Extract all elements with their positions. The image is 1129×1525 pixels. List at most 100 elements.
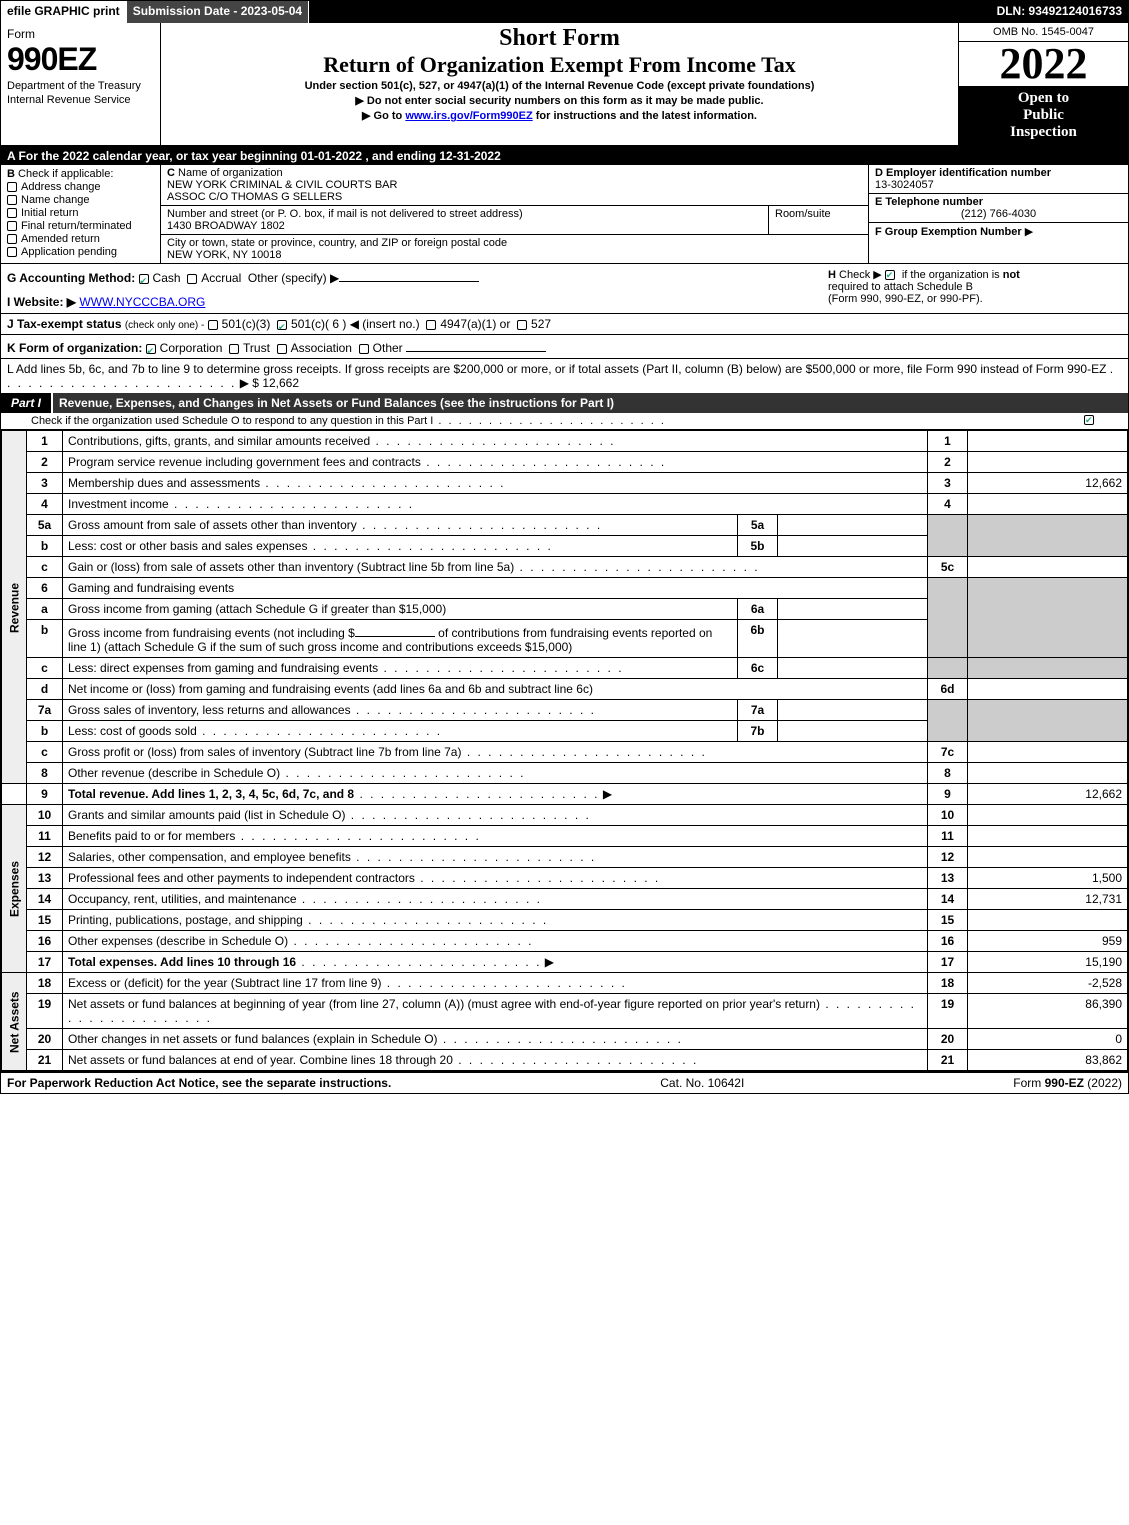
section-def: D Employer identification number 13-3024… xyxy=(868,165,1128,263)
f-group: F Group Exemption Number ▶ xyxy=(869,223,1128,240)
irs-link[interactable]: www.irs.gov/Form990EZ xyxy=(405,110,532,122)
chk-527[interactable] xyxy=(517,320,527,330)
chk-association[interactable] xyxy=(277,344,287,354)
chk-address-change[interactable]: Address change xyxy=(7,181,154,193)
chk-application-pending[interactable]: Application pending xyxy=(7,246,154,258)
ln-19: 19 xyxy=(27,994,63,1029)
grey-5-amt xyxy=(968,515,1128,557)
rn-21: 21 xyxy=(928,1050,968,1071)
c-city-block: City or town, state or province, country… xyxy=(161,235,868,263)
rn-20: 20 xyxy=(928,1029,968,1050)
sa-7a xyxy=(778,700,928,721)
f-arrow: ▶ xyxy=(1025,226,1033,238)
sn-6b: 6b xyxy=(738,620,778,658)
ln-6c: c xyxy=(27,658,63,679)
sn-7b: 7b xyxy=(738,721,778,742)
chk-corporation[interactable] xyxy=(146,344,156,354)
k-other-input[interactable] xyxy=(406,338,546,352)
rn-14: 14 xyxy=(928,889,968,910)
chk-trust[interactable] xyxy=(229,344,239,354)
ln-10: 10 xyxy=(27,805,63,826)
room-suite: Room/suite xyxy=(768,206,868,235)
amt-12 xyxy=(968,847,1128,868)
l-arrow: ▶ $ xyxy=(240,376,259,390)
top-bar: efile GRAPHIC print Submission Date - 20… xyxy=(1,1,1128,23)
website-link[interactable]: WWW.NYCCCBA.ORG xyxy=(79,295,205,309)
amt-18: -2,528 xyxy=(968,973,1128,994)
h-text3: required to attach Schedule B xyxy=(828,281,973,293)
chk-amended-return[interactable]: Amended return xyxy=(7,233,154,245)
lines-table: Revenue 1 Contributions, gifts, grants, … xyxy=(1,430,1128,1071)
amt-16: 959 xyxy=(968,931,1128,952)
ln-12: 12 xyxy=(27,847,63,868)
grey-6 xyxy=(928,578,968,658)
grey-6-amt xyxy=(968,578,1128,658)
sn-5b: 5b xyxy=(738,536,778,557)
h-text2: if the organization is xyxy=(902,269,1003,281)
rn-15: 15 xyxy=(928,910,968,931)
g-accrual: Accrual xyxy=(201,271,241,285)
h-not: not xyxy=(1003,269,1020,281)
city-lbl: City or town, state or province, country… xyxy=(167,237,507,249)
h-check-pre: Check ▶ xyxy=(839,269,882,281)
section-b: B Check if applicable: Address change Na… xyxy=(1,165,161,263)
c-name-lbl: Name of organization xyxy=(178,167,283,179)
chk-501c3[interactable] xyxy=(208,320,218,330)
ln-9: 9 xyxy=(27,784,63,805)
d-15: Printing, publications, postage, and shi… xyxy=(68,913,303,927)
tax-year: 2022 xyxy=(959,42,1128,86)
amt-7c xyxy=(968,742,1128,763)
ln-6a: a xyxy=(27,599,63,620)
chk-4947[interactable] xyxy=(426,320,436,330)
chk-final-return[interactable]: Final return/terminated xyxy=(7,220,154,232)
ln-6: 6 xyxy=(27,578,63,599)
footer-mid: Cat. No. 10642I xyxy=(660,1076,744,1090)
chk-501c[interactable] xyxy=(277,320,287,330)
part-1-sub: Check if the organization used Schedule … xyxy=(1,413,1128,430)
chk-other-org[interactable] xyxy=(359,344,369,354)
rn-4: 4 xyxy=(928,494,968,515)
d-6: Gaming and fundraising events xyxy=(63,578,928,599)
d-7c: Gross profit or (loss) from sales of inv… xyxy=(68,745,461,759)
d-16: Other expenses (describe in Schedule O) xyxy=(68,934,288,948)
6b-blank[interactable] xyxy=(355,623,435,637)
amt-13: 1,500 xyxy=(968,868,1128,889)
d-ein: D Employer identification number 13-3024… xyxy=(869,165,1128,194)
g-other-input[interactable] xyxy=(339,268,479,282)
d-10: Grants and similar amounts paid (list in… xyxy=(68,808,345,822)
sa-6a xyxy=(778,599,928,620)
chk-initial-return[interactable]: Initial return xyxy=(7,207,154,219)
d-12: Salaries, other compensation, and employ… xyxy=(68,850,351,864)
form-page: efile GRAPHIC print Submission Date - 20… xyxy=(0,0,1129,1094)
d-5b: Less: cost or other basis and sales expe… xyxy=(68,539,307,553)
rn-17: 17 xyxy=(928,952,968,973)
rn-16: 16 xyxy=(928,931,968,952)
grey-6c xyxy=(928,658,968,679)
rn-7c: 7c xyxy=(928,742,968,763)
chk-name-change[interactable]: Name change xyxy=(7,194,154,206)
chk-schedule-b[interactable] xyxy=(885,270,895,280)
h-label: H xyxy=(828,269,836,281)
g-other: Other (specify) ▶ xyxy=(248,271,339,285)
chk-cash[interactable] xyxy=(139,274,149,284)
ln-6b: b xyxy=(27,620,63,658)
k-other: Other xyxy=(373,341,403,355)
g-label: G Accounting Method: xyxy=(7,271,135,285)
part-1-tab: Part I xyxy=(1,393,53,413)
g-cash: Cash xyxy=(153,271,181,285)
amt-8 xyxy=(968,763,1128,784)
chk-accrual[interactable] xyxy=(187,274,197,284)
rn-11: 11 xyxy=(928,826,968,847)
ln-5a: 5a xyxy=(27,515,63,536)
grey-7 xyxy=(928,700,968,742)
amt-21: 83,862 xyxy=(968,1050,1128,1071)
addr-lbl: Number and street (or P. O. box, if mail… xyxy=(167,208,523,220)
ln-7b: b xyxy=(27,721,63,742)
page-footer: For Paperwork Reduction Act Notice, see … xyxy=(1,1071,1128,1093)
city-val: NEW YORK, NY 10018 xyxy=(167,249,282,261)
arrow-9: ▶ xyxy=(603,787,612,801)
amt-14: 12,731 xyxy=(968,889,1128,910)
chk-schedule-o[interactable] xyxy=(1084,415,1094,425)
efile-print-button[interactable]: efile GRAPHIC print xyxy=(1,1,127,23)
c-name-block: C Name of organization NEW YORK CRIMINAL… xyxy=(161,165,868,206)
